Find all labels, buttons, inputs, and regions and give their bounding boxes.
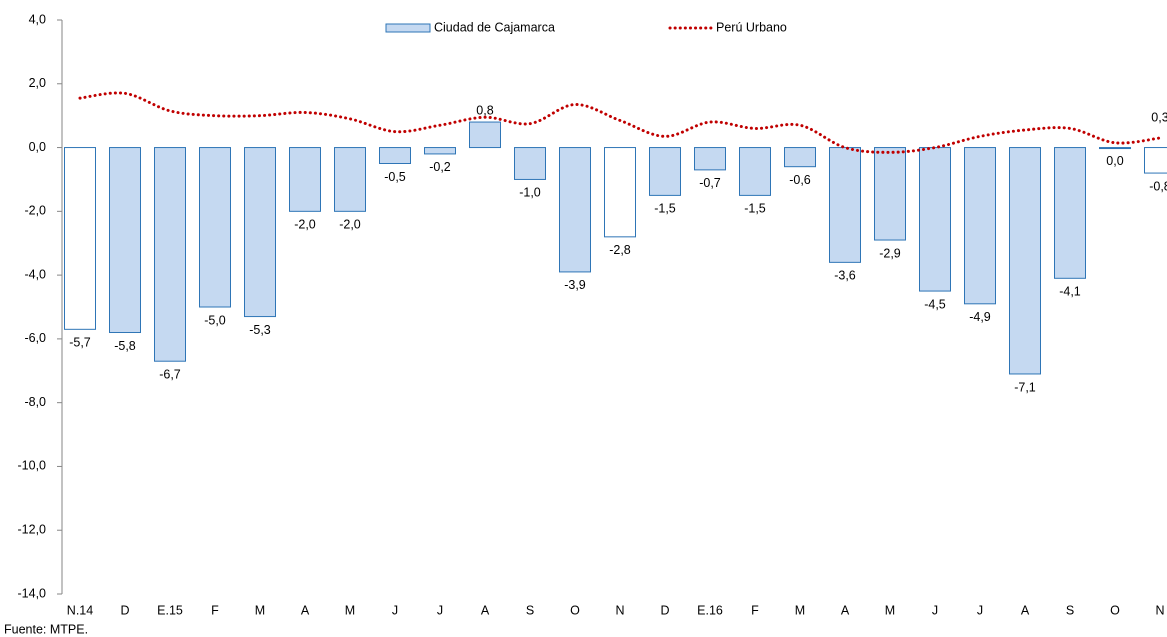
x-tick-label: S (1066, 603, 1074, 617)
x-tick-label: J (392, 603, 398, 617)
x-tick-label: D (120, 603, 129, 617)
x-tick-label: M (885, 603, 895, 617)
bar (469, 121, 501, 149)
bar-value-label: 0,0 (1106, 154, 1123, 168)
bar-value-label: -3,6 (834, 269, 856, 283)
x-tick-label: O (570, 603, 580, 617)
x-tick-label: N.14 (67, 603, 93, 617)
x-tick-label: N (615, 603, 624, 617)
y-tick-label: -4,0 (24, 267, 46, 281)
bar-value-label: -4,9 (969, 310, 991, 324)
bar (1054, 147, 1086, 279)
bar (1009, 147, 1041, 375)
bar (559, 147, 591, 273)
bar (244, 147, 276, 318)
bar-value-label: -5,3 (249, 323, 271, 337)
y-tick-label: 2,0 (29, 76, 46, 90)
bar-value-label: -1,5 (744, 202, 766, 216)
y-tick-label: -10,0 (18, 459, 47, 473)
bar-value-label: -1,0 (519, 186, 541, 200)
bar-value-label: -2,0 (294, 218, 316, 232)
bar-value-label: -1,5 (654, 202, 676, 216)
x-tick-label: A (301, 603, 310, 617)
bar-value-label: -2,9 (879, 246, 901, 260)
x-tick-label: A (841, 603, 850, 617)
bar-value-label: -0,6 (789, 173, 811, 187)
bar-value-label: -0,7 (699, 176, 721, 190)
bar (334, 147, 366, 212)
x-tick-label: N (1155, 603, 1164, 617)
bar (739, 147, 771, 196)
bar (199, 147, 231, 308)
x-tick-label: E.16 (697, 603, 723, 617)
x-tick-label: D (660, 603, 669, 617)
x-tick-label: O (1110, 603, 1120, 617)
y-tick-label: 4,0 (29, 12, 46, 26)
y-tick-label: -14,0 (18, 586, 47, 600)
x-tick-label: J (437, 603, 443, 617)
bar-value-label: -5,7 (69, 336, 91, 350)
bar (829, 147, 861, 263)
x-tick-label: F (751, 603, 759, 617)
legend-label: Perú Urbano (716, 20, 787, 34)
bar (424, 147, 456, 155)
bar (109, 147, 141, 334)
bar (1144, 147, 1167, 174)
x-tick-label: S (526, 603, 534, 617)
bar (649, 147, 681, 196)
x-tick-label: J (932, 603, 938, 617)
bar-value-label: -3,9 (564, 278, 586, 292)
x-tick-label: J (977, 603, 983, 617)
bar-value-label: 0,8 (476, 103, 493, 117)
x-tick-label: A (481, 603, 490, 617)
x-tick-label: M (255, 603, 265, 617)
bar-value-label: -2,8 (609, 243, 631, 257)
bar (784, 147, 816, 168)
bar-value-label: -0,8 (1149, 179, 1167, 193)
bar (964, 147, 996, 305)
bar (919, 147, 951, 292)
source-note: Fuente: MTPE. (4, 622, 88, 636)
x-tick-label: M (345, 603, 355, 617)
bar-value-label: -0,2 (429, 160, 451, 174)
bar (154, 147, 186, 362)
line-value-label: 0,3 (1151, 110, 1167, 124)
x-tick-label: F (211, 603, 219, 617)
bar-value-label: -4,1 (1059, 285, 1081, 299)
x-tick-label: E.15 (157, 603, 183, 617)
legend-swatch (385, 23, 431, 33)
bar-value-label: -5,8 (114, 339, 136, 353)
bar-value-label: -2,0 (339, 218, 361, 232)
bar (289, 147, 321, 212)
bar (1099, 147, 1131, 150)
bar (514, 147, 546, 180)
y-tick-label: -6,0 (24, 331, 46, 345)
bar (64, 147, 96, 330)
legend-label: Ciudad de Cajamarca (434, 20, 555, 34)
x-tick-label: A (1021, 603, 1030, 617)
line-series (78, 91, 1162, 154)
bar-value-label: -0,5 (384, 170, 406, 184)
bar-value-label: -6,7 (159, 368, 181, 382)
y-tick-label: -2,0 (24, 204, 46, 218)
bar (379, 147, 411, 165)
x-tick-label: M (795, 603, 805, 617)
y-tick-label: -12,0 (18, 523, 47, 537)
y-tick-label: 0,0 (29, 140, 46, 154)
bar (694, 147, 726, 171)
bar-value-label: -4,5 (924, 297, 946, 311)
bar-value-label: -7,1 (1014, 380, 1036, 394)
bar (874, 147, 906, 241)
bar (604, 147, 636, 238)
bar-value-label: -5,0 (204, 313, 226, 327)
y-tick-label: -8,0 (24, 395, 46, 409)
